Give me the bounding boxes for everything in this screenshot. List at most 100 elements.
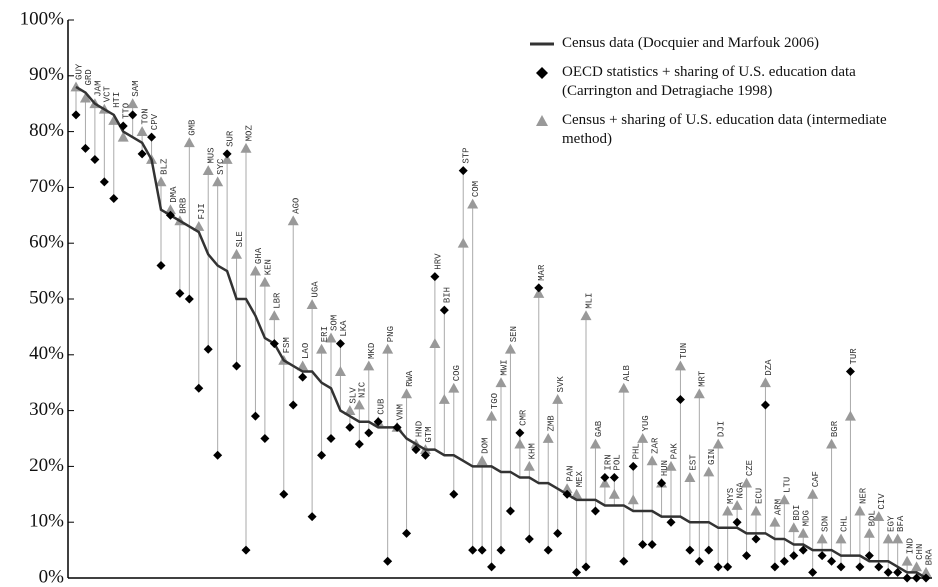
oecd-point — [515, 428, 525, 438]
oecd-point — [694, 556, 704, 566]
intermediate-point — [202, 165, 214, 176]
country-label: BRA — [924, 549, 934, 566]
country-label: MWI — [499, 359, 509, 375]
oecd-point — [307, 512, 317, 522]
oecd-point — [543, 545, 553, 555]
intermediate-point — [788, 522, 800, 533]
country-label: TUR — [849, 348, 859, 365]
oecd-point — [458, 166, 468, 176]
y-tick-label: 40% — [29, 343, 64, 364]
legend-triangle — [536, 115, 548, 126]
oecd-point — [713, 562, 723, 572]
country-label: TGO — [490, 393, 500, 409]
country-label: LTU — [783, 477, 793, 493]
oecd-point — [647, 540, 657, 550]
oecd-point — [893, 567, 903, 577]
oecd-point — [657, 478, 667, 488]
intermediate-point — [259, 276, 271, 287]
country-label: ZMB — [547, 415, 557, 432]
country-label: POL — [613, 454, 623, 470]
country-label: DJI — [717, 421, 727, 437]
oecd-point — [902, 573, 912, 583]
country-label: LKA — [339, 320, 349, 337]
y-tick-label: 0% — [39, 566, 65, 587]
country-label: FSM — [282, 337, 292, 353]
intermediate-point — [221, 154, 233, 164]
intermediate-point — [816, 533, 828, 544]
y-tick-label: 100% — [20, 8, 65, 29]
oecd-point — [874, 562, 884, 572]
country-label: MKD — [367, 343, 377, 359]
oecd-point — [836, 562, 846, 572]
legend-entry: OECD statistics + sharing of U.S. educat… — [528, 63, 928, 101]
y-tick-label: 10% — [29, 511, 64, 532]
intermediate-point — [344, 405, 356, 415]
country-label: KEN — [263, 259, 273, 275]
legend-label: Census data (Docquier and Marfouk 2006) — [562, 35, 820, 51]
y-tick-label: 60% — [29, 232, 64, 253]
country-label: ALB — [622, 364, 632, 381]
oecd-point — [912, 573, 922, 583]
oecd-point — [71, 110, 81, 120]
intermediate-point — [448, 382, 460, 393]
intermediate-point — [684, 472, 696, 482]
country-label: BFA — [896, 515, 906, 532]
country-label: CZE — [745, 460, 755, 476]
country-label: YUG — [641, 415, 651, 431]
oecd-point — [760, 400, 770, 410]
oecd-point — [628, 461, 638, 471]
oecd-point — [779, 556, 789, 566]
oecd-point — [609, 473, 619, 483]
country-label: SVK — [556, 376, 566, 393]
oecd-point — [383, 556, 393, 566]
intermediate-point — [571, 488, 583, 499]
intermediate-point — [155, 176, 167, 187]
oecd-point — [317, 450, 327, 460]
intermediate-point — [108, 114, 120, 125]
y-tick-label: 90% — [29, 64, 64, 85]
intermediate-point — [183, 137, 195, 148]
oecd-point — [685, 545, 695, 555]
oecd-point — [638, 540, 648, 550]
oecd-point — [354, 439, 364, 449]
intermediate-point — [316, 343, 328, 354]
oecd-point — [241, 545, 251, 555]
intermediate-point — [486, 410, 498, 421]
country-label: GAB — [594, 420, 604, 437]
country-label: IND — [905, 538, 915, 554]
country-label: PNG — [386, 326, 396, 342]
intermediate-point — [741, 477, 753, 488]
oecd-point — [789, 551, 799, 561]
oecd-point — [449, 489, 459, 499]
intermediate-point — [863, 527, 875, 538]
country-label: CIV — [877, 493, 887, 510]
country-label: SUR — [225, 130, 235, 147]
intermediate-point — [665, 460, 677, 471]
country-label: DZA — [764, 359, 774, 376]
oecd-point — [99, 177, 109, 187]
intermediate-point — [826, 438, 838, 449]
intermediate-point — [759, 377, 771, 388]
country-label: MRT — [698, 370, 708, 387]
intermediate-point — [608, 488, 620, 499]
intermediate-point — [627, 494, 639, 505]
intermediate-point — [599, 477, 611, 488]
intermediate-point — [646, 455, 658, 466]
oecd-point — [260, 434, 270, 443]
country-label: TON — [140, 108, 150, 124]
intermediate-point — [212, 176, 224, 187]
intermediate-point — [533, 287, 545, 298]
intermediate-point — [457, 237, 469, 248]
legend-entry: Census + sharing of U.S. education data … — [528, 111, 928, 149]
country-label: ECU — [754, 488, 764, 504]
intermediate-point — [193, 220, 205, 231]
country-label: HTI — [112, 92, 122, 108]
country-label: SEN — [509, 326, 519, 342]
y-tick-label: 50% — [29, 287, 64, 308]
intermediate-point — [79, 92, 91, 103]
country-label: GIN — [707, 449, 717, 465]
intermediate-point — [835, 533, 847, 544]
oecd-point — [250, 411, 260, 421]
country-label: CPV — [150, 113, 160, 130]
